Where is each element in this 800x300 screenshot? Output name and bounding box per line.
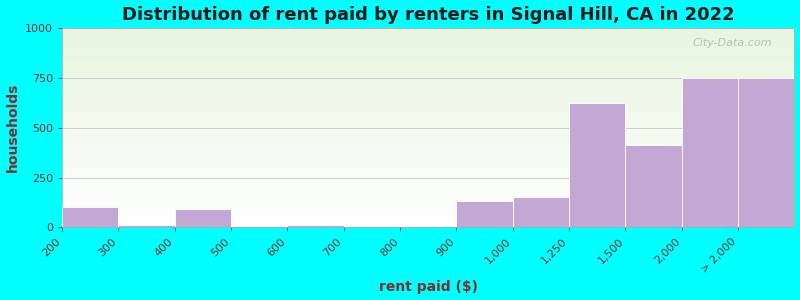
- Bar: [231, 226, 287, 227]
- Bar: [569, 103, 626, 227]
- Y-axis label: households: households: [6, 83, 19, 172]
- Bar: [457, 202, 513, 227]
- Bar: [682, 78, 738, 227]
- Bar: [626, 145, 682, 227]
- Bar: [287, 225, 344, 227]
- Bar: [118, 225, 175, 227]
- Bar: [738, 78, 794, 227]
- Bar: [344, 226, 400, 227]
- X-axis label: rent paid ($): rent paid ($): [378, 280, 478, 294]
- Title: Distribution of rent paid by renters in Signal Hill, CA in 2022: Distribution of rent paid by renters in …: [122, 6, 734, 24]
- Text: City-Data.com: City-Data.com: [693, 38, 773, 48]
- Bar: [62, 208, 118, 227]
- Bar: [175, 209, 231, 227]
- Bar: [400, 226, 457, 227]
- Bar: [513, 197, 569, 227]
